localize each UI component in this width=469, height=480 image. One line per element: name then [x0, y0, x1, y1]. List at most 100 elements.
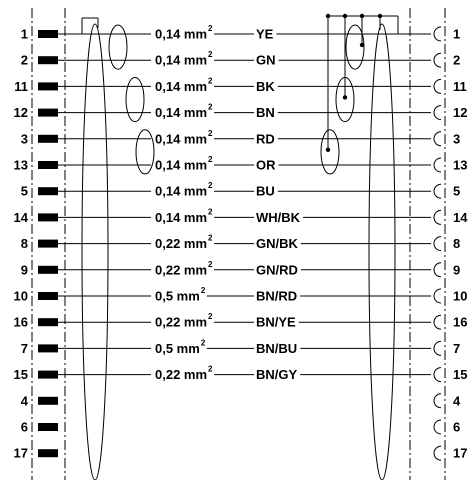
size-exponent: 2 — [208, 129, 213, 138]
wire-rows: 1 0,14 mm 2 YE 12 0,14 mm 2 GN 211 0,14 mm 2 BK 1112… — [14, 24, 469, 461]
size-exponent: 2 — [208, 50, 213, 59]
wire-size-label: 0,22 mm — [155, 315, 207, 330]
left-terminal — [38, 134, 58, 143]
right-terminal — [433, 157, 442, 173]
left-pin-number: 2 — [21, 53, 28, 68]
left-pin-number: 10 — [14, 289, 28, 304]
wire-size-label: 0,14 mm — [155, 210, 207, 225]
wire-size-label: 0,14 mm — [155, 184, 207, 199]
size-exponent: 2 — [208, 207, 213, 216]
wire-color-label: GN/RD — [256, 262, 298, 277]
wire-size-label: 0,22 mm — [155, 262, 207, 277]
wire-color-label: OR — [256, 158, 276, 173]
size-exponent: 2 — [208, 312, 213, 321]
left-pin-number: 6 — [21, 420, 28, 435]
wire-row: 11 0,14 mm 2 BK 11 — [14, 76, 467, 94]
left-pin-number: 7 — [21, 341, 28, 356]
right-terminal — [433, 367, 442, 383]
wire-color-label: RD — [256, 131, 275, 146]
right-pin-number: 10 — [453, 289, 467, 304]
left-pin-number: 4 — [21, 393, 29, 408]
left-terminal — [38, 82, 58, 91]
wire-size-label: 0,14 mm — [155, 79, 207, 94]
wire-row: 2 0,14 mm 2 GN 2 — [21, 50, 460, 68]
left-terminal — [38, 187, 58, 196]
left-pin-number: 5 — [21, 184, 28, 199]
wire-row: 9 0,22 mm 2 GN/RD 9 — [21, 260, 460, 278]
wire-row: 1 0,14 mm 2 YE 1 — [21, 24, 460, 42]
wire-color-label: BN/RD — [256, 289, 297, 304]
wire-color-label: WH/BK — [256, 210, 301, 225]
left-terminal — [38, 423, 58, 431]
right-terminal — [433, 209, 442, 225]
wire-color-label: BN — [256, 105, 275, 120]
wire-row: 16 0,22 mm 2 BN/YE 16 — [14, 312, 468, 330]
twisted-pair-left — [125, 76, 145, 123]
twisted-pairs — [108, 16, 381, 175]
right-pin-number: 1 — [453, 27, 460, 42]
left-terminal — [38, 318, 58, 327]
right-terminal — [433, 262, 442, 278]
left-terminal — [38, 292, 58, 300]
right-pin-number: 5 — [453, 184, 460, 199]
wire-color-label: BN/YE — [256, 315, 296, 330]
wire-row: 10 0,5 mm 2 BN/RD 10 — [14, 286, 468, 304]
left-terminal — [38, 108, 58, 117]
right-terminal — [433, 419, 442, 435]
left-pin-number: 14 — [14, 210, 29, 225]
junction-dot — [342, 95, 348, 100]
left-terminal — [38, 239, 58, 248]
right-pin-number: 9 — [453, 262, 460, 277]
left-pin-number: 1 — [21, 27, 28, 42]
left-terminal — [38, 370, 58, 379]
wire-row: 8 0,22 mm 2 GN/BK 8 — [21, 234, 460, 252]
wire-row: 14 0,14 mm 2 WH/BK 14 — [14, 207, 468, 225]
right-terminal — [433, 26, 442, 42]
wire-color-label: BN/BU — [256, 341, 297, 356]
size-exponent: 2 — [208, 365, 213, 374]
left-terminal — [38, 30, 58, 38]
right-terminal — [433, 236, 442, 252]
left-pin-number: 9 — [21, 262, 28, 277]
wire-size-label: 0,5 mm — [155, 341, 200, 356]
wire-color-label: GN — [256, 53, 276, 68]
right-terminal — [433, 393, 442, 409]
twisted-pair-left — [108, 24, 128, 70]
left-terminal — [38, 344, 58, 353]
twisted-pair-left — [135, 129, 155, 175]
left-terminal — [38, 396, 58, 405]
left-terminal — [38, 213, 58, 222]
right-pin-number: 14 — [453, 210, 468, 225]
right-pin-number: 2 — [453, 53, 460, 68]
wire-row: 3 0,14 mm 2 RD 3 — [21, 129, 460, 147]
right-pin-number: 3 — [453, 131, 460, 146]
left-pin-number: 3 — [21, 131, 28, 146]
wire-size-label: 0,14 mm — [155, 53, 207, 68]
wire-color-label: BN/GY — [256, 367, 298, 382]
right-pin-number: 16 — [453, 315, 467, 330]
wire-row: 15 0,22 mm 2 BN/GY 15 — [14, 365, 468, 383]
right-terminal — [433, 183, 442, 199]
size-exponent: 2 — [208, 24, 213, 33]
unused-pin-row: 17 17 — [14, 445, 467, 461]
wire-color-label: BK — [256, 79, 275, 94]
right-terminal — [433, 314, 442, 330]
cable-shield-left — [81, 23, 109, 480]
left-pin-number: 17 — [14, 446, 28, 461]
right-pin-number: 6 — [453, 420, 460, 435]
wire-row: 7 0,5 mm 2 BN/BU 7 — [21, 338, 460, 356]
left-terminal — [38, 449, 58, 458]
right-terminal — [433, 288, 442, 304]
wire-size-label: 0,14 mm — [155, 105, 207, 120]
cable-shield — [81, 13, 399, 480]
right-terminal — [433, 131, 442, 147]
wire-size-label: 0,14 mm — [155, 131, 207, 146]
left-pin-number: 15 — [14, 367, 28, 382]
right-pin-number: 4 — [453, 393, 461, 408]
wire-size-label: 0,22 mm — [155, 367, 207, 382]
junction-dot — [359, 42, 365, 48]
left-pin-number: 13 — [14, 158, 28, 173]
left-terminal — [38, 265, 58, 274]
wire-color-label: GN/BK — [256, 236, 299, 251]
